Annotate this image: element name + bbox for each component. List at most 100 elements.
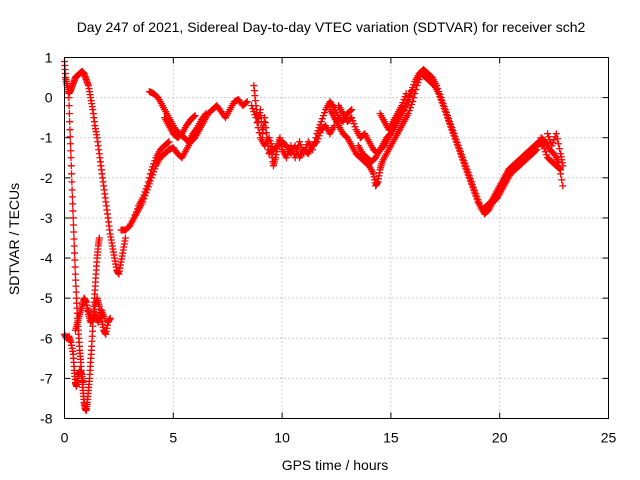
y-tick-label: -3 — [40, 210, 53, 226]
data-point — [165, 138, 173, 146]
data-point — [559, 162, 567, 170]
data-point — [472, 190, 480, 198]
data-point — [251, 111, 259, 119]
y-tick-label: -7 — [40, 370, 53, 386]
data-point — [413, 82, 421, 90]
x-tick-label: 25 — [601, 430, 617, 446]
data-point — [242, 99, 250, 107]
data-point — [441, 106, 449, 114]
data-point — [65, 94, 73, 102]
data-point — [164, 139, 172, 147]
data-point — [317, 118, 325, 126]
data-point — [68, 186, 76, 194]
data-point — [130, 214, 138, 222]
data-point — [248, 102, 256, 110]
data-point — [459, 154, 467, 162]
x-axis-label: GPS time / hours — [282, 457, 389, 473]
data-point — [550, 136, 558, 144]
data-point — [404, 110, 412, 118]
data-point — [558, 176, 566, 184]
data-point — [436, 91, 444, 99]
data-point — [292, 145, 300, 153]
data-point — [405, 107, 413, 115]
data-point — [67, 162, 75, 170]
data-point — [548, 142, 556, 150]
data-point — [150, 160, 158, 168]
data-point — [435, 88, 443, 96]
data-point — [440, 103, 448, 111]
data-point — [442, 109, 450, 117]
x-tick-label: 0 — [61, 430, 69, 446]
data-point — [69, 214, 77, 222]
data-point — [321, 109, 329, 117]
data-point — [473, 193, 481, 201]
data-point — [70, 228, 78, 236]
data-point — [400, 96, 408, 104]
data-point — [554, 140, 562, 148]
data-point — [458, 151, 466, 159]
data-point — [315, 132, 323, 140]
y-tick-label: -5 — [40, 290, 53, 306]
data-point — [457, 148, 465, 156]
data-point — [408, 101, 416, 109]
data-point — [255, 129, 263, 137]
y-tick-label: -8 — [40, 411, 53, 427]
data-point — [267, 140, 275, 148]
x-tick-label: 20 — [492, 430, 508, 446]
data-point — [348, 106, 356, 114]
data-point — [445, 115, 453, 123]
data-point — [201, 111, 209, 119]
data-point — [538, 141, 546, 149]
data-point — [148, 166, 156, 174]
data-point — [72, 276, 80, 284]
data-point — [191, 112, 199, 120]
data-point — [68, 170, 76, 178]
data-point — [71, 256, 79, 264]
data-point — [146, 170, 154, 178]
data-point — [403, 97, 411, 105]
data-point — [410, 81, 418, 89]
data-point — [68, 178, 76, 186]
data-point — [474, 196, 482, 204]
data-point — [145, 174, 153, 182]
data-point — [313, 138, 321, 146]
data-point — [71, 249, 79, 257]
data-point — [463, 166, 471, 174]
data-point — [243, 98, 251, 106]
chart-title: Day 247 of 2021, Sidereal Day-to-day VTE… — [77, 19, 586, 35]
data-point — [131, 211, 139, 219]
data-point — [453, 139, 461, 147]
data-point — [65, 102, 73, 110]
data-point — [449, 127, 457, 135]
data-point — [434, 85, 442, 93]
data-point — [265, 134, 273, 142]
data-point — [448, 124, 456, 132]
data-point — [65, 110, 73, 118]
x-tick-label: 15 — [383, 430, 399, 446]
data-point — [257, 112, 265, 120]
data-point — [454, 142, 462, 150]
data-point — [401, 103, 409, 111]
data-point — [95, 315, 103, 323]
data-point — [297, 141, 305, 149]
data-point — [69, 200, 77, 208]
data-point — [545, 133, 553, 141]
data-point — [319, 112, 327, 120]
data-point — [460, 157, 468, 165]
data-point — [465, 172, 473, 180]
data-point — [71, 263, 79, 271]
x-tick-label: 5 — [169, 430, 177, 446]
data-point — [462, 163, 470, 171]
data-point — [67, 147, 75, 155]
data-point — [69, 207, 77, 215]
data-point — [534, 143, 542, 151]
data-point — [535, 140, 543, 148]
data-point — [556, 145, 564, 153]
data-point — [282, 154, 290, 162]
data-point — [142, 185, 150, 193]
data-point — [253, 119, 261, 127]
y-axis-label: SDTVAR / TECUs — [6, 183, 22, 295]
data-point — [443, 112, 451, 120]
data-point — [250, 108, 258, 116]
data-point — [141, 188, 149, 196]
